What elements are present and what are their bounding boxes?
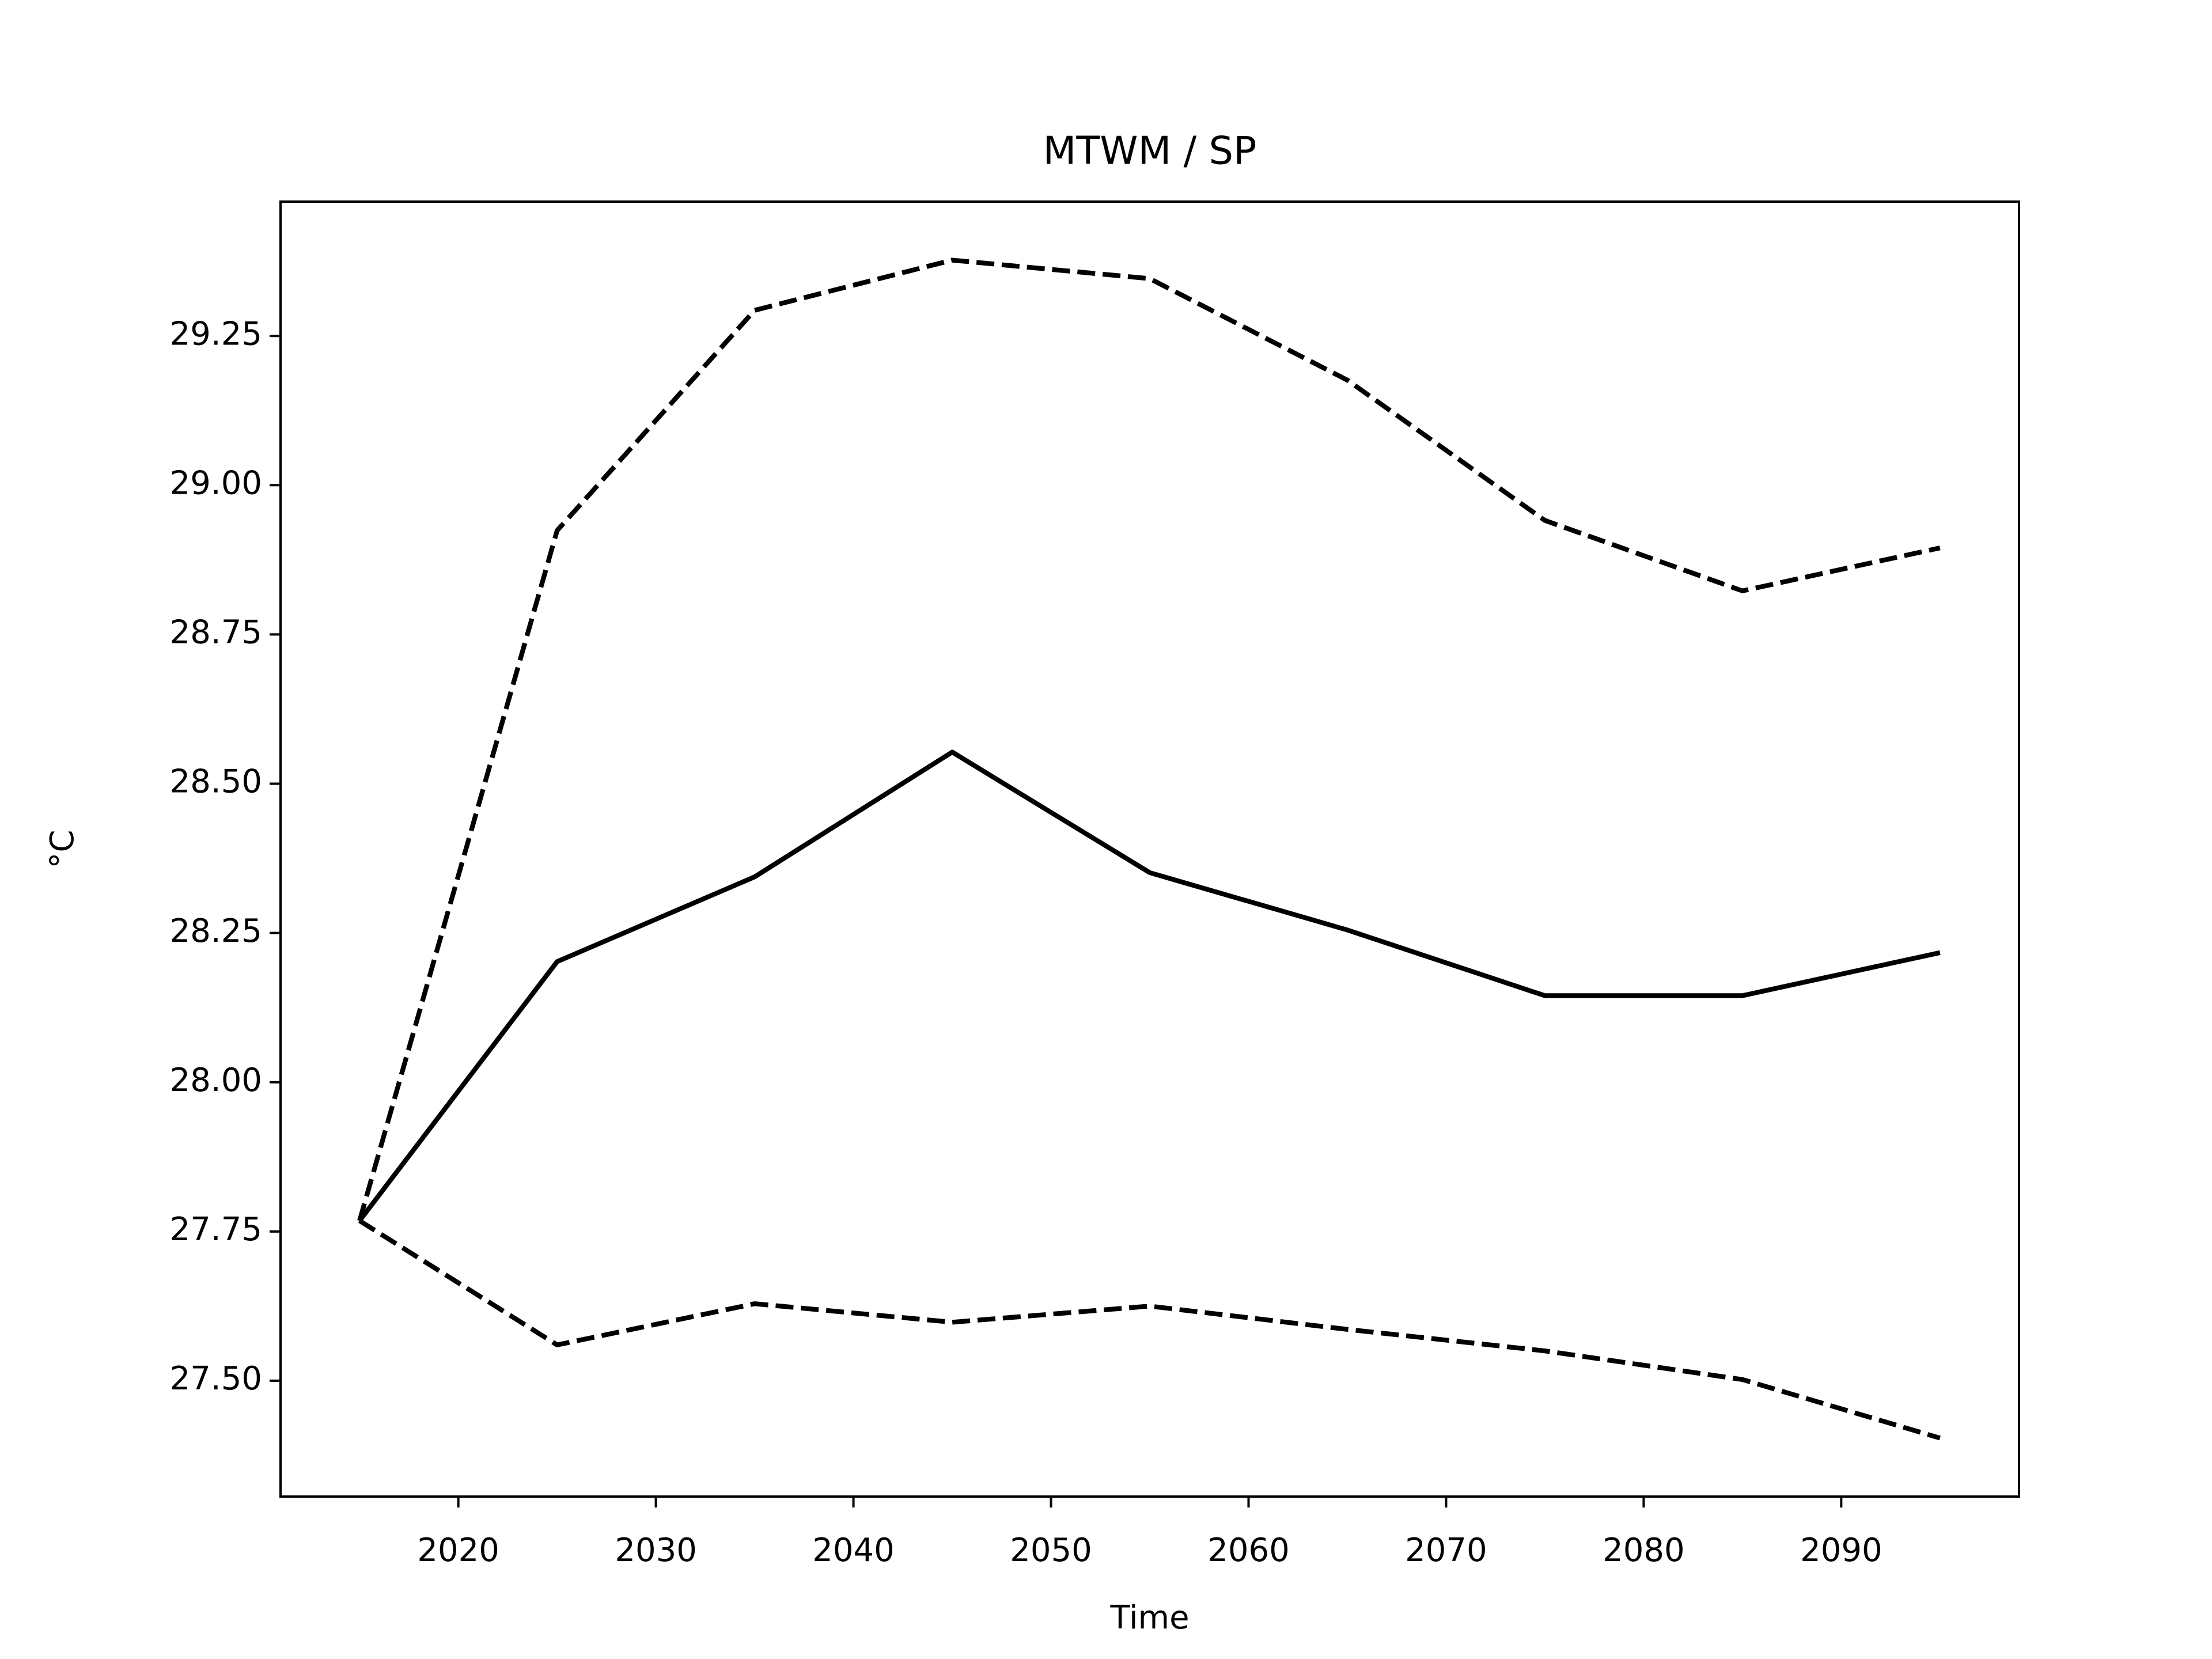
y-tick-label: 27.75 <box>170 1211 262 1248</box>
y-tick-label: 27.50 <box>170 1360 262 1397</box>
x-tick-label: 2020 <box>417 1532 499 1569</box>
y-tick-label: 28.25 <box>170 912 262 950</box>
y-tick-label: 28.00 <box>170 1062 262 1099</box>
x-tick-label: 2030 <box>615 1532 697 1569</box>
series-line <box>357 749 1941 1222</box>
series-line <box>357 257 1941 1222</box>
plot-frame <box>279 200 2020 1498</box>
x-tick-label: 2080 <box>1603 1532 1685 1569</box>
x-tick-label: 2040 <box>812 1532 895 1569</box>
y-tick-label: 29.00 <box>170 464 262 502</box>
x-tick-label: 2050 <box>1010 1532 1092 1569</box>
x-tick-label: 2090 <box>1800 1532 1883 1569</box>
x-tick-label: 2070 <box>1405 1532 1487 1569</box>
x-axis-label: Time <box>1109 1599 1189 1637</box>
y-axis-label: °C <box>44 830 81 868</box>
y-tick-label: 29.25 <box>170 315 262 353</box>
y-tick-label: 28.50 <box>170 763 262 801</box>
chart-title: MTWM / SP <box>1043 128 1257 173</box>
y-tick-label: 28.75 <box>170 614 262 652</box>
x-tick-label: 2060 <box>1207 1532 1290 1569</box>
